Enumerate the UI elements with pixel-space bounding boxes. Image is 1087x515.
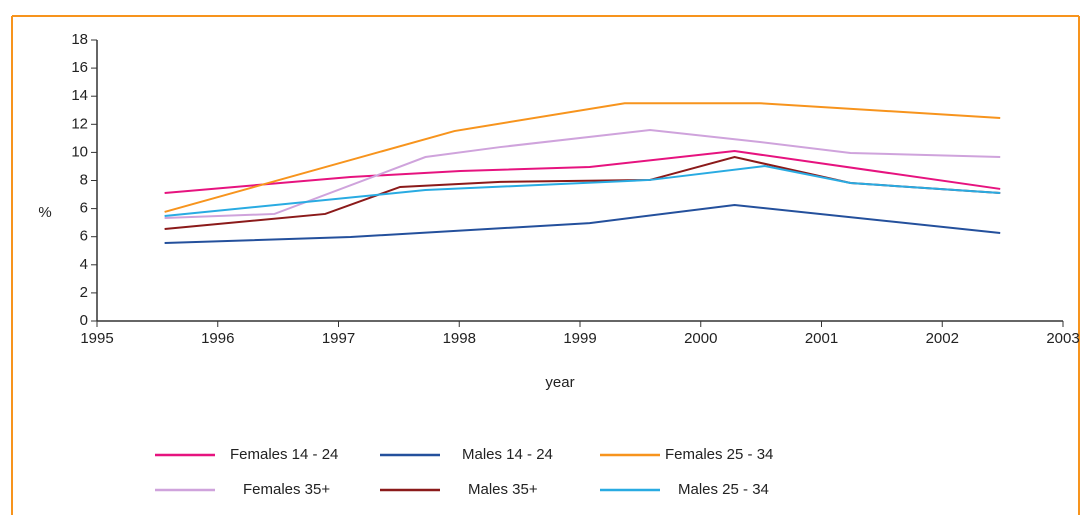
y-tick-label: 8	[80, 171, 88, 188]
y-tick-label: 4	[80, 256, 88, 273]
legend-label: Males 14 - 24	[462, 446, 553, 463]
legend-label: Females 14 - 24	[230, 446, 338, 463]
y-tick-label: 18	[71, 31, 88, 48]
y-tick-label: 12	[71, 115, 88, 132]
x-tick-label: 1999	[563, 330, 596, 347]
y-tick-label: 2	[80, 284, 88, 301]
x-axis-label: year	[545, 374, 574, 391]
series-line	[164, 149, 1001, 195]
legend-label: Females 25 - 34	[665, 446, 773, 463]
series-line	[164, 102, 1001, 213]
y-tick-label: 0	[80, 312, 88, 329]
x-tick-label: 1996	[201, 330, 234, 347]
legend-label: Males 25 - 34	[678, 481, 769, 498]
series-line	[164, 129, 1001, 220]
x-tick-label: 1997	[322, 330, 355, 347]
y-axis-label: %	[38, 204, 51, 221]
x-tick-label: 1998	[443, 330, 476, 347]
y-tick-label: 14	[71, 87, 88, 104]
y-tick-label: 6	[80, 200, 88, 217]
x-tick-label: 1995	[80, 330, 113, 347]
y-tick-label: 16	[71, 59, 88, 76]
series-line	[164, 165, 1001, 218]
x-tick-label: 2002	[926, 330, 959, 347]
legend-label: Males 35+	[468, 481, 538, 498]
y-tick-label: 6	[80, 228, 88, 245]
x-tick-label: 2003	[1046, 330, 1079, 347]
series-line	[164, 203, 1001, 245]
y-tick-label: 10	[71, 143, 88, 160]
x-tick-label: 2001	[805, 330, 838, 347]
x-tick-label: 2000	[684, 330, 717, 347]
legend-label: Females 35+	[243, 481, 330, 498]
